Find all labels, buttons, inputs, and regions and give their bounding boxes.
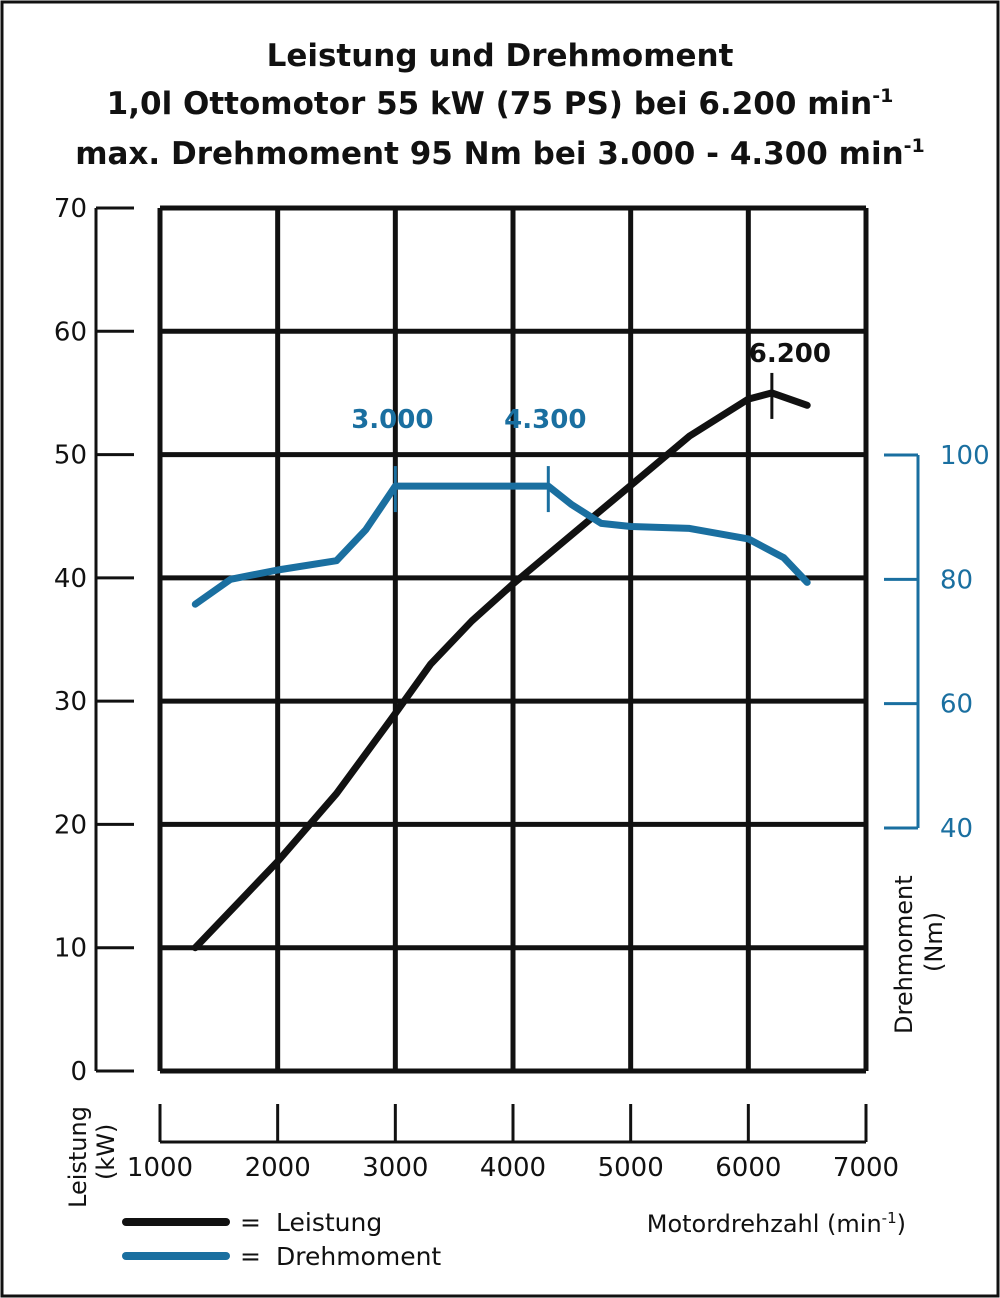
left-axis-tick-label: 70 bbox=[54, 194, 87, 224]
legend: = Leistung = Drehmoment bbox=[122, 1208, 441, 1271]
x-axis-tick-label: 7000 bbox=[833, 1153, 899, 1183]
annotation-label: 4.300 bbox=[504, 405, 586, 435]
x-axis-tick-label: 2000 bbox=[245, 1153, 311, 1183]
left-axis-tick-label: 20 bbox=[54, 810, 87, 840]
legend-label-drehmoment: Drehmoment bbox=[276, 1242, 441, 1271]
x-axis-tick-label: 6000 bbox=[715, 1153, 781, 1183]
left-axis: 0 10 20 30 40 50 60 70 bbox=[54, 194, 134, 1087]
chart-title-line-2: 1,0l Ottomotor 55 kW (75 PS) bei 6.200 m… bbox=[107, 85, 894, 122]
left-axis-tick-label: 10 bbox=[54, 934, 87, 964]
right-axis: 40 60 80 100 bbox=[884, 441, 990, 844]
left-axis-title-line-2: (kW) bbox=[92, 1124, 120, 1180]
left-axis-tick-label: 50 bbox=[54, 441, 87, 471]
chart-title-line-2-text: 1,0l Ottomotor 55 kW (75 PS) bei 6.200 m… bbox=[107, 86, 873, 122]
left-axis-tick-label: 30 bbox=[54, 687, 87, 717]
left-axis-tick-label: 40 bbox=[54, 564, 87, 594]
x-axis: 1000 2000 3000 4000 5000 6000 7000 bbox=[127, 1104, 899, 1183]
x-axis-tick-label: 5000 bbox=[598, 1153, 664, 1183]
right-axis-tick-label: 60 bbox=[940, 690, 973, 720]
grid bbox=[157, 205, 869, 1074]
right-axis-title-line-2: (Nm) bbox=[920, 912, 948, 972]
chart-title-line-3-text: max. Drehmoment 95 Nm bei 3.000 - 4.300 … bbox=[75, 136, 903, 172]
annotation-label: 3.000 bbox=[351, 405, 433, 435]
right-axis-tick-label: 80 bbox=[940, 565, 973, 595]
chart-title-line-3: max. Drehmoment 95 Nm bei 3.000 - 4.300 … bbox=[75, 135, 925, 172]
series-line-drehmoment bbox=[191, 482, 811, 608]
annotations: 3.000 4.300 6.200 bbox=[351, 339, 831, 513]
x-axis-tick-label: 3000 bbox=[362, 1153, 428, 1183]
chart-title-line-1: Leistung und Drehmoment bbox=[267, 38, 734, 74]
chart-title-line-3-superscript: -1 bbox=[904, 135, 925, 157]
series-line-leistung bbox=[191, 389, 811, 952]
x-axis-title-superscript: -1 bbox=[882, 1209, 897, 1227]
annotation-label: 6.200 bbox=[749, 339, 831, 369]
legend-symbol-drehmoment: = bbox=[240, 1242, 261, 1271]
left-axis-tick-label: 60 bbox=[54, 317, 87, 347]
left-axis-tick-label: 0 bbox=[70, 1057, 87, 1087]
right-axis-tick-label: 40 bbox=[940, 814, 973, 844]
left-axis-title: Leistung (kW) bbox=[64, 1098, 120, 1208]
x-axis-tick-label: 4000 bbox=[480, 1153, 546, 1183]
series-lines bbox=[191, 389, 811, 952]
right-axis-title-line-1: Drehmoment bbox=[890, 875, 918, 1034]
x-axis-title-text: Motordrehzahl (min bbox=[647, 1210, 882, 1238]
legend-symbol-leistung: = bbox=[240, 1208, 261, 1237]
right-axis-tick-label: 100 bbox=[940, 441, 990, 471]
chart-title-line-2-superscript: -1 bbox=[872, 85, 893, 107]
left-axis-title-line-1: Leistung bbox=[64, 1106, 92, 1208]
x-axis-title: Motordrehzahl (min-1) bbox=[647, 1209, 906, 1238]
legend-label-leistung: Leistung bbox=[276, 1208, 382, 1237]
right-axis-title: Drehmoment (Nm) bbox=[890, 868, 948, 1034]
x-axis-title-close: ) bbox=[897, 1210, 906, 1238]
x-axis-tick-label: 1000 bbox=[127, 1153, 193, 1183]
